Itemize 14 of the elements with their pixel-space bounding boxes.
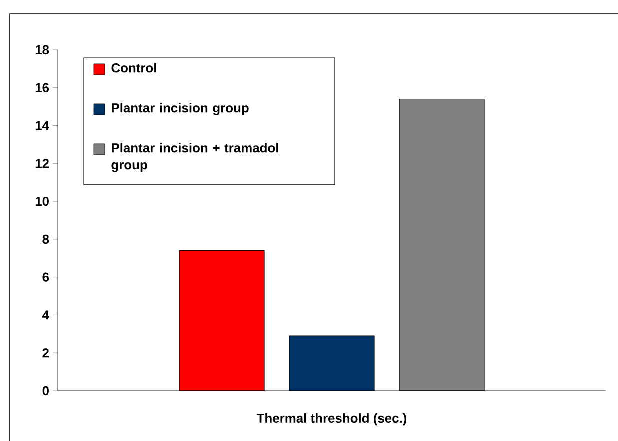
y-tick-label: 12: [36, 159, 49, 168]
y-tick-label: 18: [36, 45, 50, 55]
legend-label: Plantar incision group: [112, 103, 249, 116]
y-tick-label: 6: [42, 272, 50, 282]
y-tick-label: 2: [42, 348, 49, 358]
y-tick-label: 10: [36, 196, 49, 206]
y-tick-label: 0: [42, 386, 49, 396]
x-tick-label: Thermal threshold (sec.): [256, 414, 407, 426]
y-tick-label: 4: [42, 310, 50, 320]
legend-label: Control: [112, 63, 156, 73]
y-tick-label: 16: [36, 83, 50, 92]
y-tick-label: 8: [42, 234, 50, 244]
y-tick-label: 14: [36, 121, 50, 130]
legend-label: Plantar incision + tramadol group: [112, 143, 278, 172]
